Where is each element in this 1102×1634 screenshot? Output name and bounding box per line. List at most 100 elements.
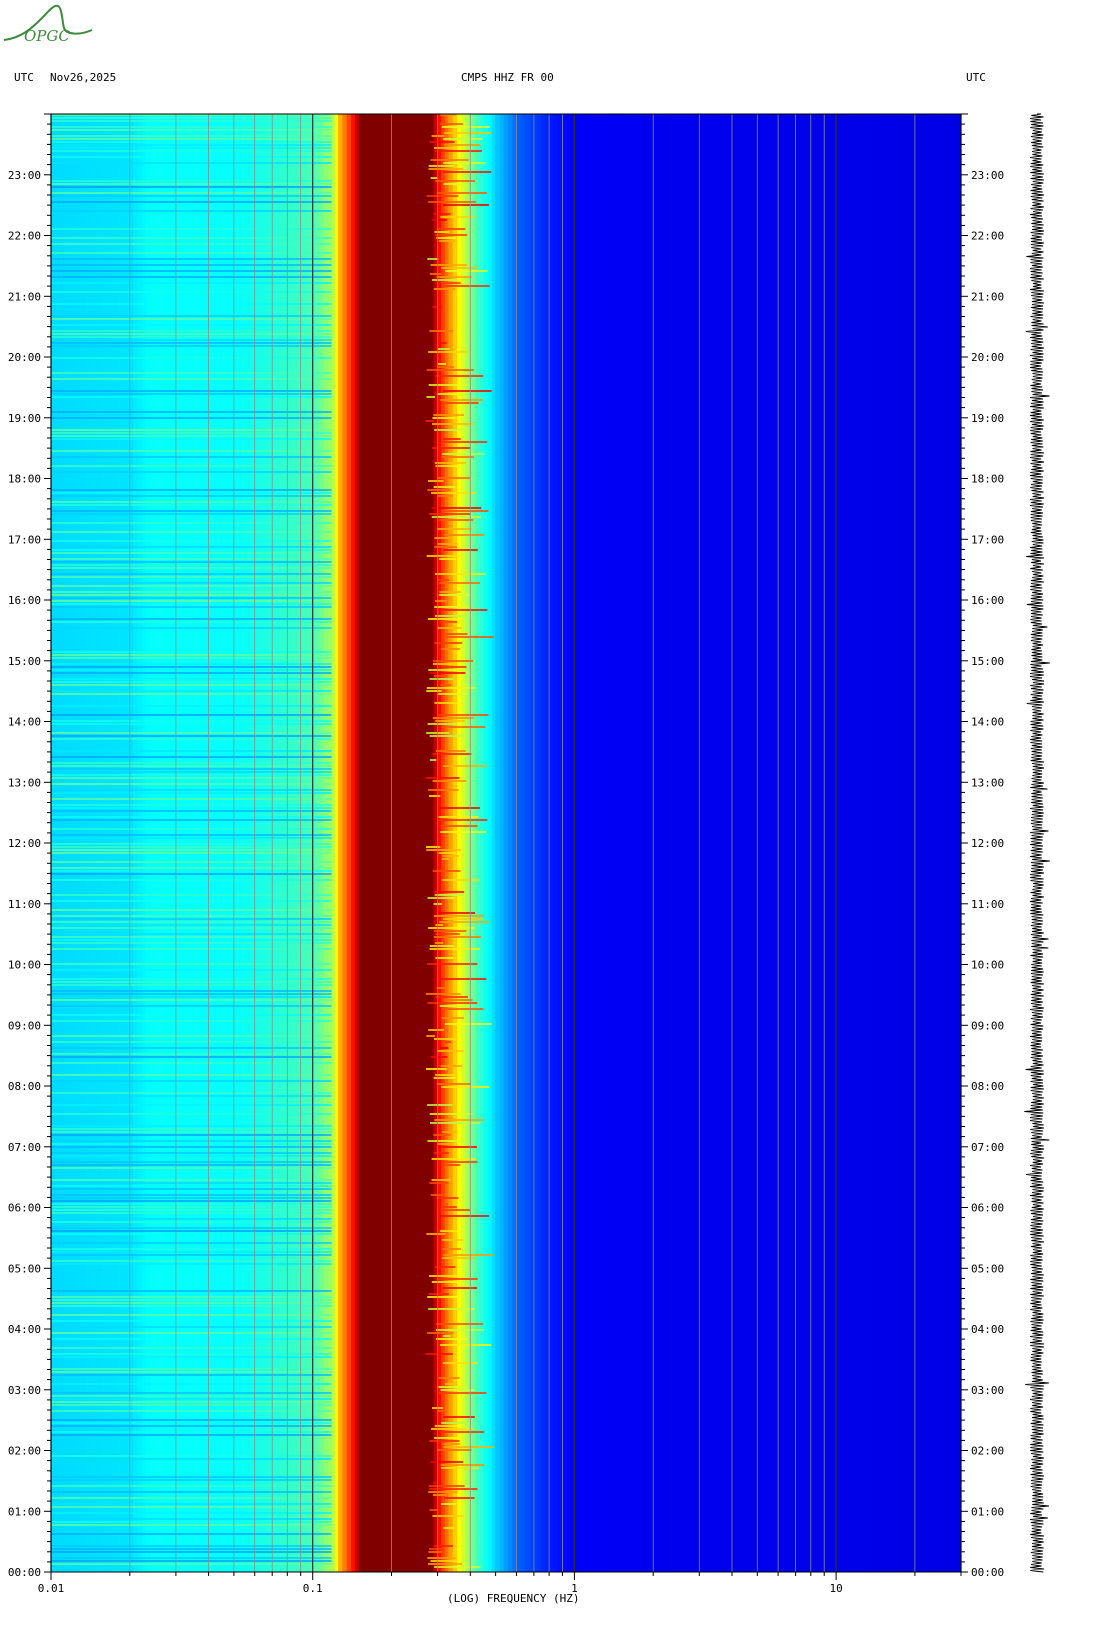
low-freq-streak (51, 576, 332, 578)
spectral-band (465, 114, 470, 1572)
spectral-band (705, 114, 710, 1572)
spectral-band (457, 114, 463, 1572)
edge-streak (442, 855, 459, 857)
time-tick-label: 22:00 (8, 230, 41, 243)
edge-streak (427, 258, 439, 260)
low-freq-streak (51, 1296, 332, 1298)
edge-streak (434, 147, 457, 149)
edge-streak (426, 777, 460, 779)
low-freq-streak (51, 1194, 332, 1196)
low-freq-streak (51, 783, 332, 785)
spectral-band (841, 114, 846, 1572)
spectral-band (565, 114, 571, 1572)
edge-streak (426, 687, 476, 689)
edge-streak (427, 489, 451, 491)
low-freq-streak (51, 828, 332, 830)
edge-streak (425, 420, 434, 422)
edge-streak (435, 180, 475, 182)
low-freq-streak (51, 195, 332, 197)
edge-streak (429, 1113, 473, 1115)
spectral-band (425, 114, 431, 1572)
spectral-band (649, 114, 654, 1572)
low-freq-streak (51, 138, 332, 140)
edge-streak (442, 453, 485, 455)
edge-streak (438, 1386, 469, 1388)
edge-streak (439, 1230, 458, 1232)
spectral-band (331, 114, 336, 1572)
low-freq-streak (51, 156, 332, 158)
edge-streak (428, 1485, 465, 1487)
spectral-band (921, 114, 926, 1572)
low-freq-streak (51, 1332, 332, 1334)
spectral-band (508, 114, 513, 1572)
low-freq-streak (51, 621, 332, 623)
low-freq-streak (51, 237, 332, 239)
low-freq-streak (51, 1497, 332, 1499)
low-freq-streak (51, 1221, 332, 1223)
low-freq-streak (51, 1557, 332, 1559)
edge-streak (435, 465, 459, 467)
edge-streak (430, 1122, 481, 1124)
low-freq-streak (51, 435, 332, 437)
edge-streak (445, 633, 468, 635)
edge-streak (427, 963, 478, 965)
edge-streak (431, 1158, 476, 1160)
low-freq-streak (51, 1368, 332, 1370)
low-freq-streak (51, 1047, 332, 1049)
spectral-band (495, 114, 501, 1572)
edge-streak (428, 165, 454, 167)
low-freq-streak (51, 1140, 332, 1142)
low-freq-streak (51, 768, 332, 770)
time-tick-label: 14:00 (971, 716, 1004, 729)
spectral-band (821, 114, 826, 1572)
edge-streak (441, 1017, 464, 1019)
edge-streak (435, 912, 476, 914)
edge-streak (433, 663, 453, 665)
low-freq-streak (51, 1161, 332, 1163)
low-freq-streak (51, 411, 332, 413)
spectral-band (570, 114, 576, 1572)
spectral-band (532, 114, 538, 1572)
low-freq-streak (51, 390, 332, 392)
frequency-axis: 0.01 0.1 1 10 (38, 1572, 962, 1595)
edge-streak (435, 924, 443, 926)
spectral-band (757, 114, 762, 1572)
spectral-band (817, 114, 822, 1572)
spectral-band (673, 114, 678, 1572)
low-freq-streak (51, 663, 332, 665)
spectral-band (761, 114, 766, 1572)
low-freq-streak (51, 1182, 332, 1184)
low-freq-streak (51, 114, 332, 116)
edge-streak (425, 993, 461, 995)
low-freq-streak (51, 276, 332, 278)
edge-streak (434, 537, 452, 539)
spectral-band (406, 114, 412, 1572)
time-tick-label: 02:00 (8, 1445, 41, 1458)
low-freq-streak (51, 1260, 332, 1262)
edge-streak (431, 1179, 451, 1181)
edge-streak (438, 366, 455, 368)
low-freq-streak (51, 1479, 332, 1481)
time-tick-label: 06:00 (971, 1202, 1004, 1215)
low-freq-streak (51, 924, 332, 926)
edge-streak (438, 1278, 478, 1280)
logo-text: OPGC (24, 27, 70, 45)
spectral-band (717, 114, 722, 1572)
spectral-band (437, 114, 442, 1572)
edge-streak (429, 1440, 460, 1442)
edge-streak (441, 1008, 484, 1010)
edge-streak (433, 1482, 441, 1484)
spectral-band (574, 114, 579, 1572)
spectral-band (893, 114, 898, 1572)
low-freq-streak (51, 849, 332, 851)
edge-streak (434, 1119, 485, 1121)
edge-streak (432, 1494, 448, 1496)
low-freq-streak (51, 789, 332, 791)
low-freq-streak (51, 1197, 332, 1199)
low-freq-streak (51, 1290, 332, 1292)
low-freq-streak (51, 852, 332, 854)
low-freq-streak (51, 1404, 332, 1406)
low-freq-streak (51, 135, 332, 137)
low-freq-streak (51, 1512, 332, 1514)
low-freq-streak (51, 336, 332, 338)
